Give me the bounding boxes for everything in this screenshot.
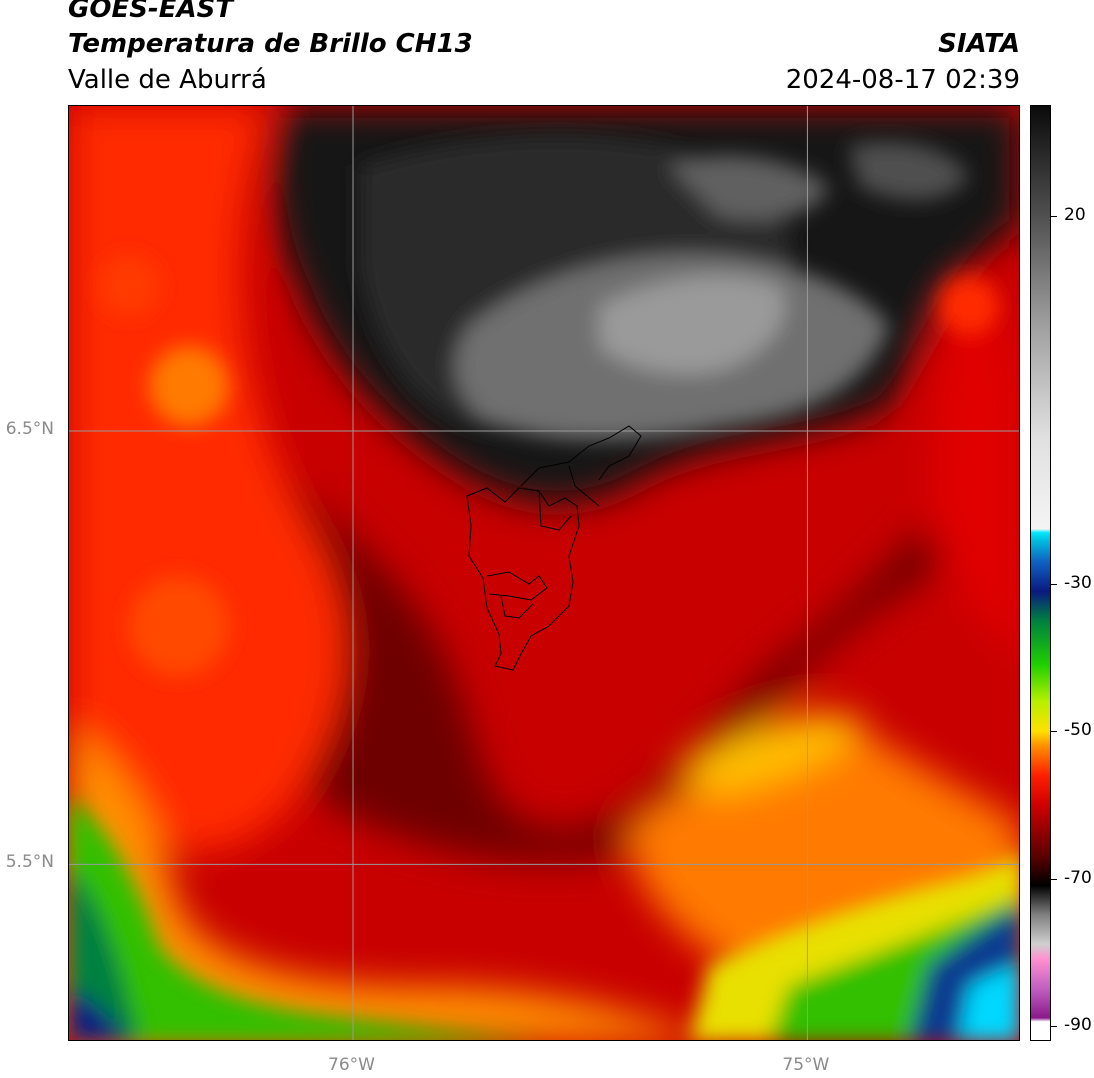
colorbar	[1030, 105, 1051, 1041]
product-title: Temperatura de Brillo CH13	[68, 29, 473, 59]
colorbar-label-minus70: -70	[1064, 867, 1092, 888]
colorbar-tick-minus30	[1051, 584, 1057, 586]
municipal-boundaries	[466, 425, 642, 671]
colorbar-label-minus50: -50	[1064, 720, 1092, 741]
colorbar-tick-minus90	[1051, 1026, 1057, 1028]
satellite-map	[68, 105, 1020, 1041]
map-gridlines	[69, 106, 1019, 1040]
datetime-label: 2024-08-17 02:39	[785, 65, 1020, 95]
brightness-temperature-field	[69, 106, 1019, 1040]
lon-label-75w: 75°W	[782, 1055, 830, 1075]
region-subtitle: Valle de Aburrá	[68, 65, 267, 95]
colorbar-label-minus90: -90	[1064, 1015, 1092, 1036]
colorbar-label-minus30: -30	[1064, 573, 1092, 594]
lat-label-6-5: 6.5°N	[5, 419, 54, 439]
satellite-title: GOES-EAST	[68, 0, 234, 24]
colorbar-tick-minus70	[1051, 878, 1057, 880]
brand-label: SIATA	[938, 29, 1020, 59]
colorbar-tick-20	[1051, 215, 1057, 217]
lat-label-5-5: 5.5°N	[5, 852, 54, 873]
colorbar-tick-minus50	[1051, 731, 1057, 733]
colorbar-label-20: 20	[1064, 204, 1086, 225]
lon-label-76w: 76°W	[328, 1055, 375, 1075]
